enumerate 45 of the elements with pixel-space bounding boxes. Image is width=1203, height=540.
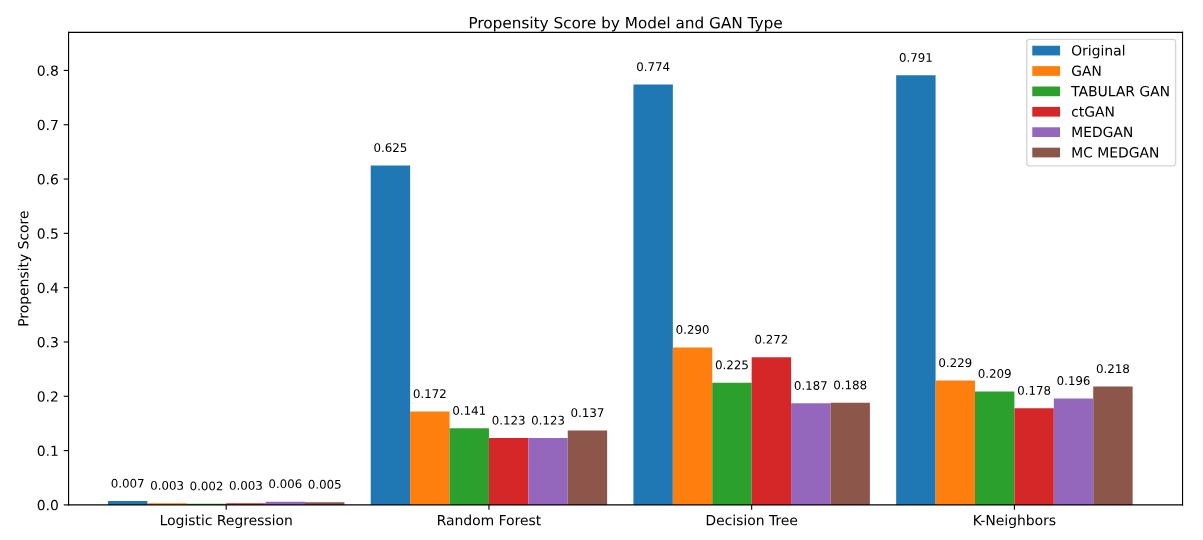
y-tick-label: 0.6 [37,174,58,185]
x-tick-label: Logistic Regression [160,514,292,529]
data-label: 0.188 [834,380,867,390]
data-label: 0.002 [190,481,223,491]
data-label: 0.007 [111,478,144,488]
y-tick-label: 0.5 [37,228,58,239]
data-label: 0.225 [715,360,748,370]
data-label: 0.625 [374,143,407,153]
legend-label: TABULAR GAN [1071,85,1169,97]
x-tick-label: Random Forest [438,514,541,526]
data-label: 0.229 [939,358,972,368]
legend-label: MC MEDGAN [1072,147,1159,158]
y-tick-label: 0.3 [37,336,58,348]
legend-label: Original [1071,44,1125,59]
data-label: 0.172 [413,389,446,399]
data-label: 0.006 [269,479,302,489]
data-label: 0.003 [150,480,184,490]
y-tick-label: 0.2 [37,391,58,402]
legend-label: MEDGAN [1072,126,1132,138]
y-tick-label: 0.1 [37,445,58,457]
y-tick-label: 0.7 [37,119,58,131]
data-label: 0.791 [899,52,932,62]
data-label: 0.218 [1096,364,1130,374]
data-label: 0.196 [1057,376,1090,386]
data-label: 0.141 [453,405,486,415]
data-label: 0.123 [492,415,525,425]
chart-title: Propensity Score by Model and GAN Type [469,16,782,32]
data-label: 0.774 [637,62,670,72]
x-tick-label: Decision Tree [706,514,798,526]
data-label: 0.272 [755,334,788,344]
data-label: 0.003 [229,480,262,490]
data-label: 0.123 [531,415,565,425]
data-label: 0.209 [978,369,1011,378]
legend-label: ctGAN [1071,106,1114,117]
data-label: 0.290 [676,325,709,334]
data-label: 0.178 [1017,385,1051,395]
y-axis-title: Propensity Score [17,211,32,326]
x-tick-label: K-Neighbors [974,514,1056,529]
y-tick-label: 0.8 [37,65,58,76]
legend-label: GAN [1071,65,1101,77]
y-tick-label: 0.0 [37,499,58,511]
data-label: 0.137 [571,408,604,418]
data-label: 0.187 [794,381,827,390]
data-label: 0.005 [308,479,341,489]
y-tick-label: 0.4 [37,282,59,294]
